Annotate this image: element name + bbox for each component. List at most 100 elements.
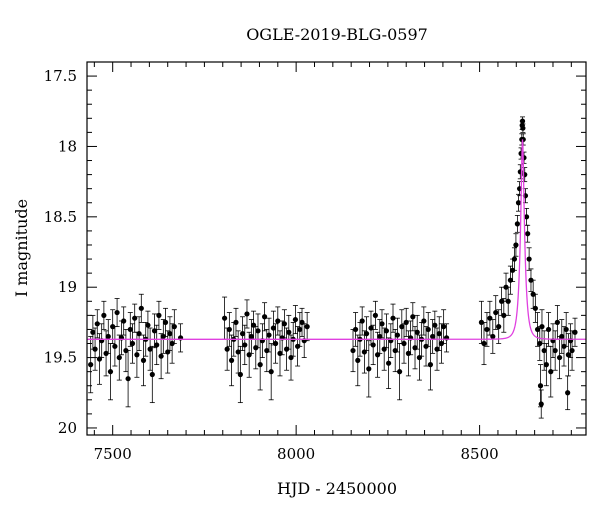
data-point xyxy=(386,337,392,389)
data-marker xyxy=(147,346,153,352)
data-point xyxy=(403,307,409,337)
data-marker xyxy=(154,342,160,348)
data-marker xyxy=(390,315,396,321)
data-point xyxy=(233,307,239,337)
data-point xyxy=(127,312,133,347)
plot-frame xyxy=(86,61,587,436)
data-point xyxy=(537,364,544,408)
axis-tick-labels: 7500 8000 8500 17.5 18 18.5 19 19.5 20 xyxy=(44,67,499,463)
data-point xyxy=(140,334,147,387)
data-marker xyxy=(151,328,158,334)
data-marker xyxy=(386,360,392,366)
data-point xyxy=(292,305,299,335)
data-point xyxy=(543,343,549,387)
data-marker xyxy=(255,328,261,334)
data-point xyxy=(147,327,153,371)
data-marker xyxy=(140,357,147,363)
data-point xyxy=(92,327,98,371)
data-marker xyxy=(572,329,578,335)
data-marker xyxy=(129,340,136,347)
data-point xyxy=(501,298,507,333)
data-marker xyxy=(235,349,241,355)
data-point xyxy=(125,350,131,408)
data-point xyxy=(107,343,114,401)
data-point xyxy=(350,329,356,373)
data-marker xyxy=(372,312,378,318)
model-curve xyxy=(87,139,586,340)
data-point xyxy=(101,300,107,330)
data-marker xyxy=(532,305,538,311)
data-marker xyxy=(92,346,98,352)
data-point xyxy=(394,317,401,353)
data-marker xyxy=(350,347,356,354)
data-marker xyxy=(304,324,310,330)
data-marker xyxy=(410,314,416,320)
data-point xyxy=(297,312,303,347)
data-marker xyxy=(559,333,565,340)
data-marker xyxy=(233,319,239,325)
data-point xyxy=(563,312,569,347)
data-marker xyxy=(520,125,526,131)
data-marker xyxy=(94,321,100,327)
y-axis-label: I magnitude xyxy=(12,199,31,297)
data-point xyxy=(379,309,385,339)
data-point xyxy=(372,300,378,330)
data-marker xyxy=(226,326,232,333)
data-point xyxy=(96,333,103,385)
data-marker xyxy=(270,325,276,331)
data-marker xyxy=(105,333,111,340)
data-marker xyxy=(158,353,164,359)
x-tick-label: 7500 xyxy=(94,445,132,463)
data-marker xyxy=(397,369,403,375)
data-point xyxy=(114,298,120,328)
data-point xyxy=(515,193,522,212)
data-point xyxy=(275,306,281,336)
data-point xyxy=(138,293,144,323)
data-marker xyxy=(539,324,545,330)
data-marker xyxy=(171,324,177,330)
data-marker xyxy=(114,309,120,316)
y-tick-label: 18 xyxy=(58,137,77,155)
data-marker xyxy=(368,325,374,331)
data-marker xyxy=(523,214,530,220)
data-point xyxy=(162,307,169,337)
data-marker xyxy=(281,321,287,327)
data-point xyxy=(286,314,292,350)
data-marker xyxy=(149,371,155,378)
data-marker xyxy=(515,200,522,206)
data-marker xyxy=(505,298,511,304)
data-point xyxy=(268,343,274,401)
data-marker xyxy=(556,354,563,361)
data-marker xyxy=(248,333,254,340)
data-point xyxy=(490,319,496,354)
data-point xyxy=(493,295,499,330)
data-point xyxy=(237,345,243,404)
data-point xyxy=(526,247,532,271)
data-point xyxy=(129,323,136,364)
data-marker xyxy=(493,309,499,316)
data-marker xyxy=(379,321,385,327)
data-marker xyxy=(432,322,438,328)
data-marker xyxy=(90,329,96,335)
data-point xyxy=(359,306,365,336)
data-point xyxy=(538,389,544,419)
data-point xyxy=(441,309,447,344)
data-point xyxy=(167,316,173,351)
data-marker xyxy=(519,118,526,124)
data-point xyxy=(414,314,420,350)
data-marker xyxy=(363,331,370,337)
y-tick-label: 17.5 xyxy=(44,67,77,85)
data-marker xyxy=(132,315,138,321)
data-marker xyxy=(286,329,292,335)
data-marker xyxy=(414,329,420,335)
data-point xyxy=(390,303,396,333)
data-point xyxy=(151,313,158,349)
data-marker xyxy=(224,346,230,352)
data-point xyxy=(370,324,376,366)
data-point xyxy=(121,306,127,336)
data-marker xyxy=(162,319,169,325)
data-point xyxy=(525,224,531,243)
axis-ticks xyxy=(87,62,586,435)
data-marker xyxy=(537,383,544,389)
data-marker xyxy=(239,331,246,337)
